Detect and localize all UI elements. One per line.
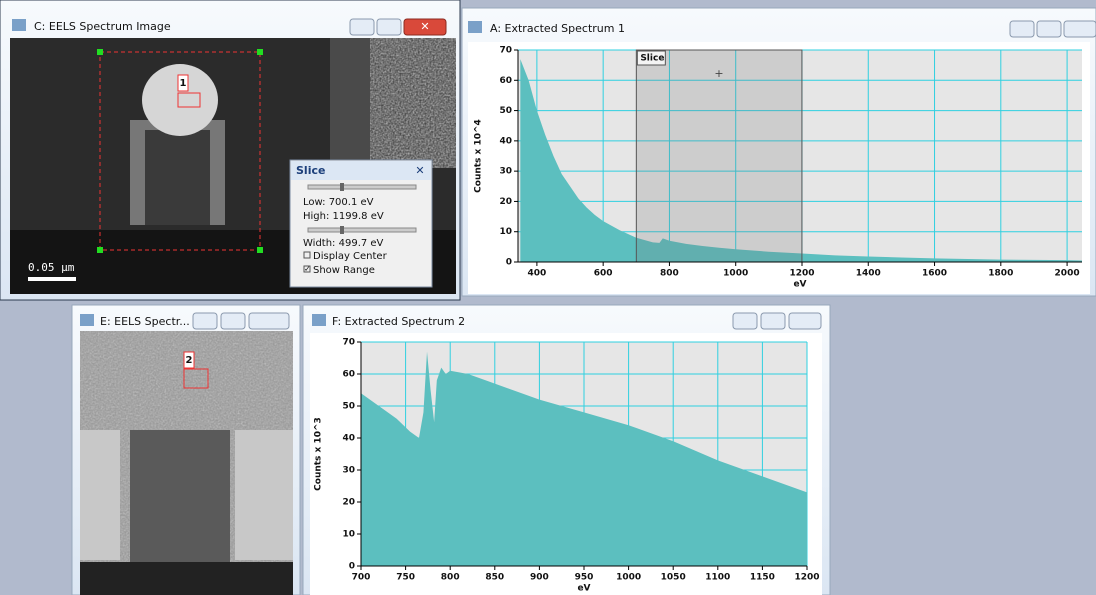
scale-bar [28, 277, 76, 281]
image-feature [370, 38, 456, 168]
x-tick-label: 1100 [705, 573, 730, 583]
panel-close[interactable]: ✕ [415, 164, 424, 177]
image-feature [80, 430, 120, 560]
x-tick-label: 700 [352, 573, 371, 583]
maximize-button[interactable] [1037, 21, 1061, 37]
close-button[interactable] [1064, 21, 1096, 37]
x-tick-label: 800 [441, 573, 460, 583]
x-tick-label: 950 [575, 573, 594, 583]
high-label: High: 1199.8 eV [303, 211, 384, 222]
minimize-button[interactable] [733, 313, 757, 329]
roi-label: 2 [186, 355, 193, 366]
minimize-button[interactable] [1010, 21, 1034, 37]
x-tick-label: 800 [660, 269, 679, 279]
window-title: E: EELS Spectr... [100, 315, 190, 328]
window-icon [312, 314, 326, 326]
y-tick-label: 30 [342, 466, 355, 476]
x-tick-label: 750 [396, 573, 415, 583]
y-tick-label: 60 [342, 370, 355, 380]
page: C: EELS Spectrum Image ✕ 1 0.05 µm Slice… [0, 0, 1096, 595]
x-tick-label: 1000 [723, 269, 748, 279]
handle[interactable] [97, 247, 103, 253]
y-tick-label: 50 [342, 402, 355, 412]
handle[interactable] [257, 247, 263, 253]
y-tick-label: 50 [499, 106, 512, 116]
width-label: Width: 499.7 eV [303, 238, 384, 249]
cursor: + [714, 67, 723, 80]
y-tick-label: 0 [506, 258, 512, 268]
slider-thumb[interactable] [340, 226, 344, 234]
y-tick-label: 10 [499, 227, 512, 237]
minimize-button[interactable] [350, 19, 374, 35]
x-tick-label: 600 [594, 269, 613, 279]
x-tick-label: 850 [485, 573, 504, 583]
window-title: A: Extracted Spectrum 1 [490, 22, 625, 35]
slider-width[interactable] [308, 228, 416, 232]
close-button[interactable] [789, 313, 821, 329]
image-feature [145, 130, 210, 225]
slice-label: Slice [640, 54, 664, 64]
slider-thumb[interactable] [340, 183, 344, 191]
window-title: F: Extracted Spectrum 2 [332, 315, 465, 328]
handle[interactable] [97, 49, 103, 55]
x-tick-label: 2000 [1055, 269, 1080, 279]
desktop: C: EELS Spectrum Image ✕ 1 0.05 µm Slice… [0, 0, 1096, 595]
x-tick-label: 1600 [922, 269, 947, 279]
window-icon [468, 21, 482, 33]
low-label: Low: 700.1 eV [303, 197, 374, 208]
y-tick-label: 0 [349, 562, 355, 572]
check-mark: ✓ [304, 265, 311, 274]
maximize-button[interactable] [221, 313, 245, 329]
y-tick-label: 70 [342, 338, 355, 348]
window-title: C: EELS Spectrum Image [34, 20, 171, 33]
x-axis-label: eV [577, 584, 590, 594]
x-tick-label: 1800 [988, 269, 1013, 279]
image-feature [80, 562, 293, 595]
y-tick-label: 40 [342, 434, 355, 444]
y-tick-label: 60 [499, 76, 512, 86]
y-axis-label: Counts x 10^3 [314, 417, 324, 491]
minimize-button[interactable] [193, 313, 217, 329]
show-range-label: Show Range [313, 265, 375, 276]
maximize-button[interactable] [377, 19, 401, 35]
x-tick-label: 1050 [661, 573, 686, 583]
image-feature [235, 430, 293, 560]
slice-panel: Slice ✕ Low: 700.1 eV High: 1199.8 eV Wi… [290, 160, 432, 287]
y-tick-label: 70 [499, 46, 512, 56]
x-tick-label: 1200 [794, 573, 819, 583]
y-axis-label: Counts x 10^4 [474, 119, 484, 193]
handle[interactable] [257, 49, 263, 55]
display-center-label: Display Center [313, 251, 388, 262]
scale-bar-label: 0.05 µm [28, 261, 75, 274]
roi-label: 1 [180, 78, 187, 89]
x-axis-label: eV [793, 280, 806, 290]
x-tick-label: 400 [527, 269, 546, 279]
y-tick-label: 20 [499, 197, 512, 207]
y-tick-label: 40 [499, 136, 512, 146]
slice-range[interactable] [636, 50, 802, 262]
x-tick-label: 900 [530, 573, 549, 583]
window-icon [80, 314, 94, 326]
y-tick-label: 20 [342, 498, 355, 508]
y-tick-label: 10 [342, 530, 355, 540]
close-icon: ✕ [420, 20, 429, 33]
x-tick-label: 1200 [789, 269, 814, 279]
y-tick-label: 30 [499, 167, 512, 177]
window-e[interactable]: E: EELS Spectr... 2 [72, 305, 300, 595]
maximize-button[interactable] [761, 313, 785, 329]
image-feature [130, 430, 230, 562]
x-tick-label: 1150 [750, 573, 775, 583]
slider-low[interactable] [308, 185, 416, 189]
x-tick-label: 1400 [856, 269, 881, 279]
window-icon [12, 19, 26, 31]
x-tick-label: 1000 [616, 573, 641, 583]
close-button[interactable] [249, 313, 289, 329]
panel-title: Slice [296, 164, 325, 177]
